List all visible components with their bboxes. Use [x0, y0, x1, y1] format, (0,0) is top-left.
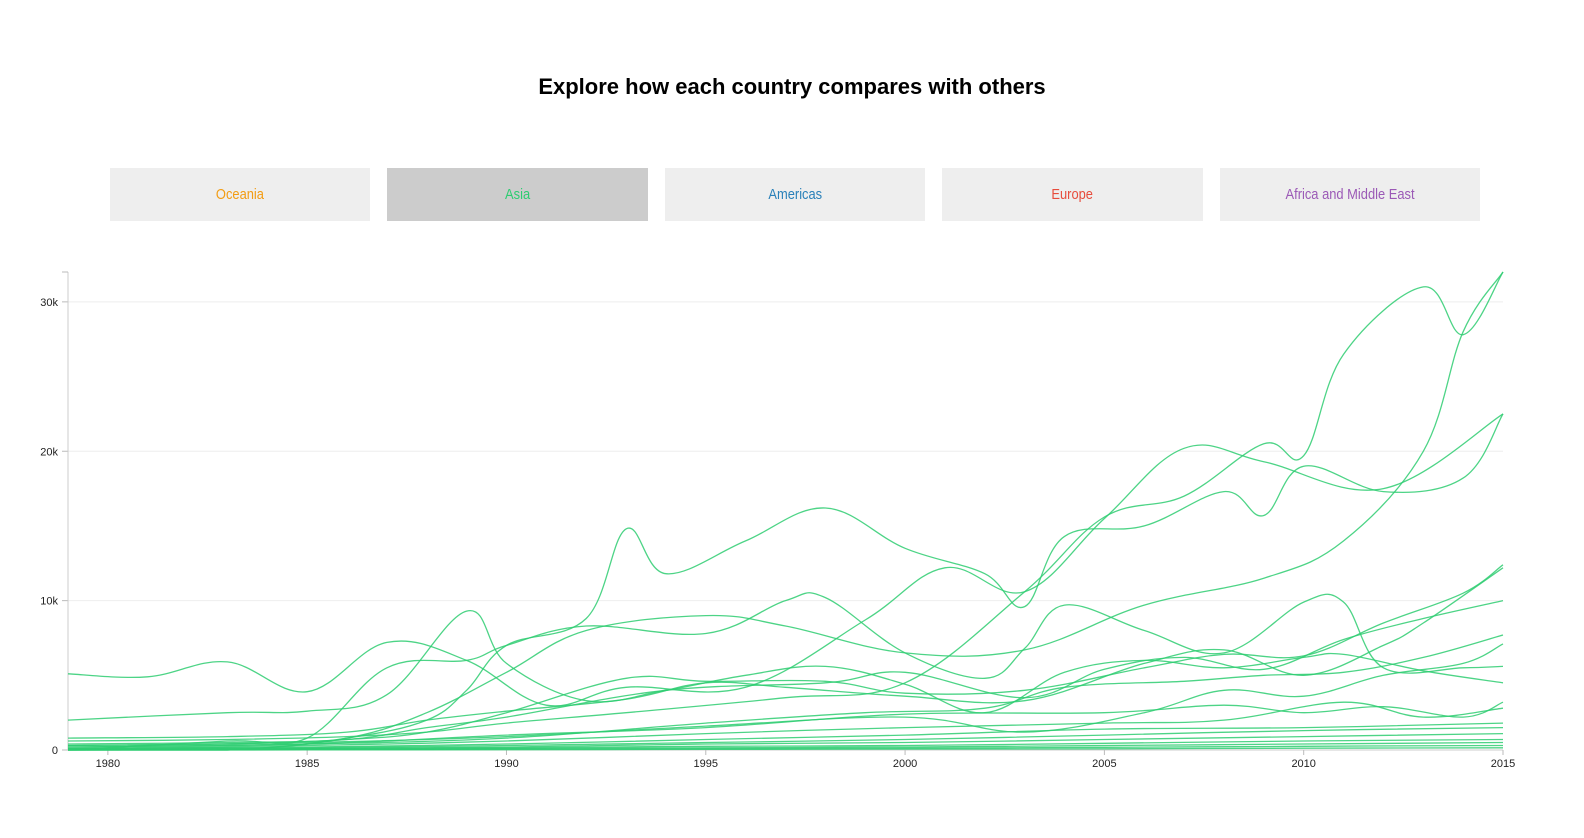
- series-line[interactable]: [67, 726, 1504, 750]
- series-line[interactable]: [67, 701, 1504, 748]
- series-line[interactable]: [67, 634, 1504, 748]
- series-line[interactable]: [67, 271, 1504, 742]
- series-line[interactable]: [67, 564, 1504, 747]
- series-line[interactable]: [67, 701, 1504, 750]
- x-tick-label: 2015: [1491, 758, 1515, 770]
- x-tick-label: 1985: [295, 758, 319, 770]
- x-tick-label: 2000: [893, 758, 917, 770]
- x-tick-label: 1980: [96, 758, 120, 770]
- series-line[interactable]: [67, 567, 1504, 739]
- tab-label: Africa and Middle East: [1285, 186, 1415, 203]
- series-line[interactable]: [68, 271, 1504, 751]
- series-line[interactable]: [67, 610, 1504, 721]
- series-line[interactable]: [67, 738, 1504, 750]
- tab-europe[interactable]: Europe: [942, 168, 1203, 221]
- series-line[interactable]: [67, 413, 1504, 707]
- y-tick-label: 0: [52, 745, 58, 757]
- y-tick-label: 30k: [40, 297, 58, 309]
- tab-label: Americas: [768, 186, 822, 203]
- series-line[interactable]: [68, 413, 1504, 751]
- tab-label: Europe: [1051, 186, 1094, 203]
- y-tick-label: 20k: [40, 446, 58, 458]
- line-chart: 0 10k 20k 30k 1980 1985 1990 1995 2000 2005 2010 20…: [40, 271, 1515, 770]
- x-tick-label: 1990: [494, 758, 518, 770]
- series-line[interactable]: [67, 722, 1504, 750]
- series-line[interactable]: [67, 747, 1504, 751]
- series-lines: [67, 271, 1504, 751]
- tab-asia[interactable]: Asia: [387, 168, 648, 221]
- series-line[interactable]: [67, 599, 1504, 745]
- tab-label: Asia: [505, 186, 531, 203]
- x-tick-label: 2005: [1092, 758, 1116, 770]
- tab-label: Oceania: [216, 186, 265, 203]
- tab-oceania[interactable]: Oceania: [110, 168, 371, 221]
- region-tabs: Oceania Asia Americas Europe Africa and Midd…: [110, 168, 1481, 221]
- x-tick-label: 2010: [1291, 758, 1315, 770]
- tab-americas[interactable]: Americas: [664, 168, 926, 221]
- tab-africa-and-middle-east[interactable]: Africa and Middle East: [1219, 168, 1481, 221]
- series-line[interactable]: [67, 592, 1504, 751]
- x-tick-label: 1995: [694, 758, 718, 770]
- y-tick-label: 10k: [40, 596, 58, 608]
- page-title: Explore how each country compares with o…: [538, 74, 1046, 99]
